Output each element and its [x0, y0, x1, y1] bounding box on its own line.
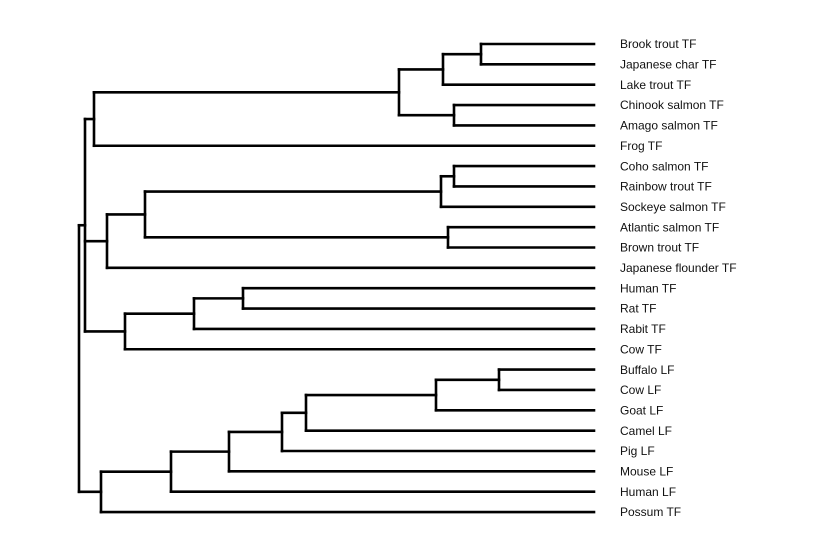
leaf-label: Amago salmon TF [620, 119, 718, 133]
leaf-labels: Brook trout TF Japanese char TF Lake trout… [620, 37, 737, 519]
leaf-label: Buffalo LF [620, 363, 674, 377]
leaf-label: Atlantic salmon TF [620, 220, 719, 234]
leaf-label: Brown trout TF [620, 241, 699, 255]
leaf-label: Cow TF [620, 342, 662, 356]
leaf-label: Rainbow trout TF [620, 180, 712, 194]
leaf-label: Coho salmon TF [620, 159, 708, 173]
leaf-label: Japanese flounder TF [620, 261, 737, 275]
leaf-label: Chinook salmon TF [620, 98, 724, 112]
leaf-label: Pig LF [620, 444, 655, 458]
leaf-label: Sockeye salmon TF [620, 200, 726, 214]
leaf-label: Frog TF [620, 139, 662, 153]
leaf-label: Possum TF [620, 505, 681, 519]
dendrogram-branches [77, 42, 596, 514]
leaf-label: Rabit TF [620, 322, 666, 336]
leaf-label: Mouse LF [620, 465, 673, 479]
leaf-label: Brook trout TF [620, 37, 696, 51]
leaf-label: Lake trout TF [620, 78, 691, 92]
leaf-label: Rat TF [620, 302, 656, 316]
leaf-label: Goat LF [620, 403, 663, 417]
leaf-label: Cow LF [620, 383, 661, 397]
leaf-label: Human LF [620, 485, 676, 499]
leaf-label: Camel LF [620, 424, 672, 438]
leaf-label: Japanese char TF [620, 58, 717, 72]
leaf-label: Human TF [620, 281, 676, 295]
